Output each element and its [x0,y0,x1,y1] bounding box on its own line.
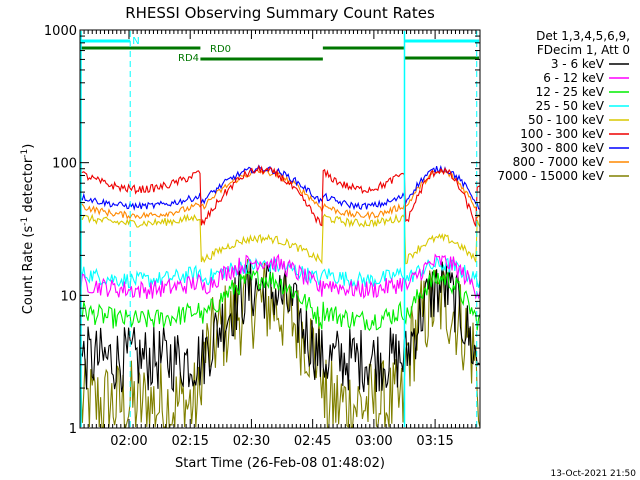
series-line [80,164,481,211]
series-line [80,213,481,265]
rd0-flag-label: RD0 [210,44,231,55]
y-tick-label: 1000 [44,24,77,39]
y-axis-label: Count Rate (s-1 detector-1) [20,144,36,315]
legend-label: 50 - 100 keV [528,113,605,127]
legend-label: 800 - 7000 keV [513,155,605,169]
legend-header-line-1: Det 1,3,4,5,6,9, [536,29,630,43]
plot-frame [79,29,481,429]
series-line [80,258,481,429]
y-tick-label: 100 [52,157,77,172]
series-line [80,164,481,227]
chart-title: RHESSI Observing Summary Count Rates [125,4,435,22]
y-tick-label: 10 [60,289,77,304]
legend-header-line-2: FDecim 1, Att 0 [537,43,630,57]
legend-label: 300 - 800 keV [520,141,604,155]
y-tick-label: 1 [69,422,77,437]
y-axis: 1 10 100 1000 [44,24,480,437]
legend-label: 25 - 50 keV [536,99,605,113]
series-line [80,259,481,393]
x-tick-label: 02:30 [233,434,270,449]
legend-label: 7000 - 15000 keV [497,169,604,183]
flag-layer: N RD0 RD4 [80,31,479,427]
x-axis: 02:00 02:15 02:30 02:45 03:00 03:15 [79,30,481,449]
x-tick-label: 02:15 [171,434,208,449]
x-tick-label: 03:15 [416,434,453,449]
series-line [80,253,481,300]
footer-date: 13-Oct-2021 21:50 [551,469,637,479]
legend-label: 12 - 25 keV [536,85,605,99]
legend-label: 100 - 300 keV [520,127,604,141]
rd4-flag-label: RD4 [178,53,199,64]
series-line [80,267,481,332]
legend-label: 6 - 12 keV [543,71,605,85]
night-flag-label: N [132,36,139,47]
x-tick-label: 03:00 [355,434,392,449]
x-tick-label: 02:00 [110,434,147,449]
series-layer [80,164,481,429]
x-tick-label: 02:45 [294,434,331,449]
legend-label: 3 - 6 keV [551,57,605,71]
x-axis-label: Start Time (26-Feb-08 01:48:02) [175,456,385,471]
